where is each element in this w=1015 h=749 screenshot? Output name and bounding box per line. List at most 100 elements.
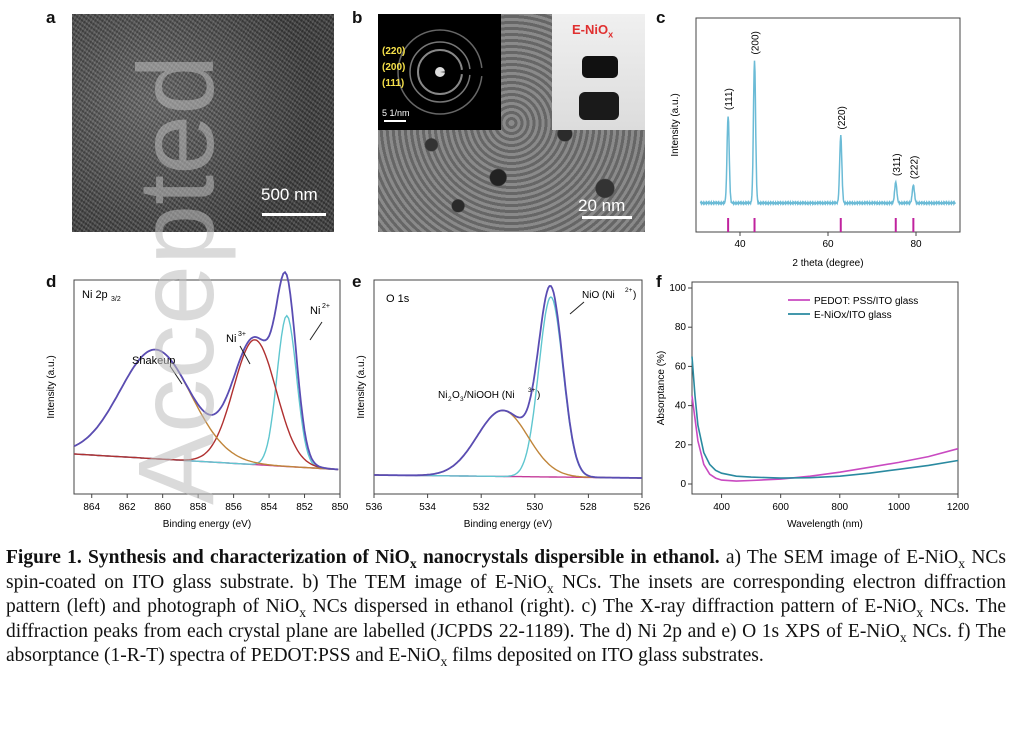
o1s-x-tick-label: 526 — [634, 502, 651, 513]
abs-legend-label: E-NiOx/ITO glass — [814, 310, 892, 321]
ni2-component-line — [73, 314, 339, 471]
abs-y-tick-label: 100 — [669, 283, 686, 294]
ni2o3-component-line — [374, 409, 642, 479]
vial-bottom — [579, 92, 619, 120]
abs-y-tick-label: 20 — [675, 440, 687, 451]
ni2p-title-sub: 3/2 — [111, 296, 121, 303]
ni2p-envelope-line — [73, 270, 339, 471]
saed-label-111: (111) — [382, 78, 405, 89]
nio-annotation-close: ) — [633, 290, 636, 301]
sem-scale-bar — [262, 213, 326, 216]
ni3-annotation: Ni — [226, 333, 236, 345]
ni2p-title: Ni 2p — [82, 289, 108, 301]
figure-caption: Figure 1. Synthesis and characterization… — [6, 546, 1006, 669]
caption-text: a) The SEM image of E-NiO — [719, 547, 959, 568]
sem-scale-label: 500 nm — [261, 185, 318, 204]
abs-x-tick-label: 800 — [831, 502, 848, 513]
ni2o3-annotation-sub: 2 — [448, 396, 452, 403]
o1s-y-axis-label: Intensity (a.u.) — [356, 355, 367, 418]
xrd-x-tick-label: 80 — [910, 239, 922, 250]
ni2p-x-tick-label: 854 — [261, 502, 278, 513]
caption-text: NCs. The insets are corresponding electr… — [6, 571, 1006, 618]
ni2o3-annotation-sub3: 3 — [460, 396, 464, 403]
photo-label: E-NiOx — [572, 22, 614, 40]
nio-annotation: NiO (Ni — [582, 290, 615, 301]
sem-image — [72, 14, 334, 232]
ni3-arrow — [239, 345, 251, 365]
abs-axes-frame — [691, 281, 959, 495]
saed-label-220: (220) — [382, 46, 406, 57]
ni2p-x-tick-label: 860 — [154, 502, 171, 513]
o1s-envelope-line — [374, 285, 642, 479]
panel-letter-d: d — [46, 272, 57, 291]
abs-y-tick-label: 80 — [675, 322, 687, 333]
xrd-axes-frame — [695, 17, 961, 233]
ni2p-axes-frame — [73, 279, 341, 495]
o1s-x-tick-label: 534 — [419, 502, 436, 513]
ni2p-x-tick-label: 864 — [83, 502, 100, 513]
caption-text: NCs spin-coated on ITO glass substrate. … — [6, 547, 1006, 593]
ni3-component-line — [73, 339, 339, 471]
ni2p-x-axis-label: Binding energy (eV) — [163, 519, 251, 530]
caption-subscript: x — [546, 580, 554, 596]
panel-letter-b: b — [352, 8, 363, 27]
caption-subscript: x — [958, 555, 966, 571]
abs-x-tick-label: 1200 — [947, 502, 970, 513]
xrd-peak-label: (111) — [724, 88, 735, 110]
abs-x-tick-label: 600 — [772, 502, 789, 513]
ni2p-x-tick-label: 862 — [119, 502, 136, 513]
xrd-chart: (111) (200) (220) (311) (222) 40 60 80 2 theta (… — [670, 17, 961, 269]
caption-subscript: x — [899, 629, 907, 645]
o1s-title: O 1s — [386, 293, 410, 305]
abs-x-tick-label: 1000 — [888, 502, 911, 513]
o1s-axes-frame — [373, 279, 643, 495]
shakeup-annotation: Shakeup — [132, 355, 175, 367]
saed-scale-label: 5 1/nm — [382, 108, 410, 118]
nio-arrow — [569, 301, 585, 315]
ni2o3-annotation-close: ) — [537, 390, 540, 401]
saed-scale-bar — [384, 120, 406, 122]
vial-top — [582, 56, 618, 78]
shakeup-arrow — [169, 365, 183, 385]
ni3-annotation-sup: 3+ — [238, 331, 246, 338]
o1s-x-tick-label: 536 — [366, 502, 383, 513]
vial-photo-inset: E-NiOx — [552, 14, 645, 130]
caption-subscript: x — [916, 604, 924, 620]
ni2p-x-tick-label: 850 — [332, 502, 349, 513]
ni2-arrow — [309, 321, 323, 341]
xrd-peak-label: (222) — [909, 156, 920, 179]
xrd-x-tick-label: 60 — [822, 239, 834, 250]
xrd-y-axis-label: Intensity (a.u.) — [670, 93, 681, 156]
ni2o3-annotation-tail: /NiOOH (Ni — [464, 390, 515, 401]
ni2p-xps-chart: 864 862 860 858 856 854 852 850 Binding energy (… — [46, 270, 349, 530]
ni2o3-annotation: Ni — [438, 390, 447, 401]
xrd-x-tick-label: 40 — [734, 239, 746, 250]
caption-subscript: x — [440, 653, 448, 669]
abs-y-tick-label: 0 — [680, 479, 686, 490]
ni2p-y-axis-label: Intensity (a.u.) — [46, 355, 57, 418]
ni2-annotation: Ni — [310, 305, 320, 317]
saed-pattern-inset: (220) (200) (111) 5 1/nm — [378, 14, 501, 130]
ni2p-x-tick-label: 852 — [296, 502, 313, 513]
tem-scale-label: 20 nm — [578, 196, 626, 215]
o1s-x-tick-label: 528 — [580, 502, 597, 513]
o1s-x-tick-label: 530 — [526, 502, 543, 513]
xrd-peak-label: (311) — [892, 153, 903, 176]
absorptance-chart: 400 600 800 1000 1200 0 20 40 60 80 100 Wavelength … — [656, 281, 970, 530]
abs-x-tick-label: 400 — [713, 502, 730, 513]
tem-scale-bar — [582, 216, 632, 219]
abs-legend-label: PEDOT: PSS/ITO glass — [814, 296, 918, 307]
caption-text: NCs dispersed in ethanol (right). c) The… — [306, 596, 917, 617]
saed-label-200: (200) — [382, 62, 406, 73]
o1s-x-axis-label: Binding energy (eV) — [464, 519, 552, 530]
enio-series-line — [691, 356, 959, 479]
abs-y-tick-label: 40 — [675, 401, 687, 412]
nio-annotation-sup: 2+ — [625, 287, 633, 294]
ni2o3-annotation-o: O — [452, 390, 460, 401]
panel-letter-e: e — [352, 272, 362, 291]
abs-x-axis-label: Wavelength (nm) — [787, 519, 863, 530]
o1s-xps-chart: 536 534 532 530 528 526 Binding energy (eV) Int… — [356, 279, 651, 530]
xrd-peak-label: (200) — [751, 31, 762, 54]
saed-rings — [397, 29, 501, 115]
xrd-pattern-line — [699, 60, 957, 207]
